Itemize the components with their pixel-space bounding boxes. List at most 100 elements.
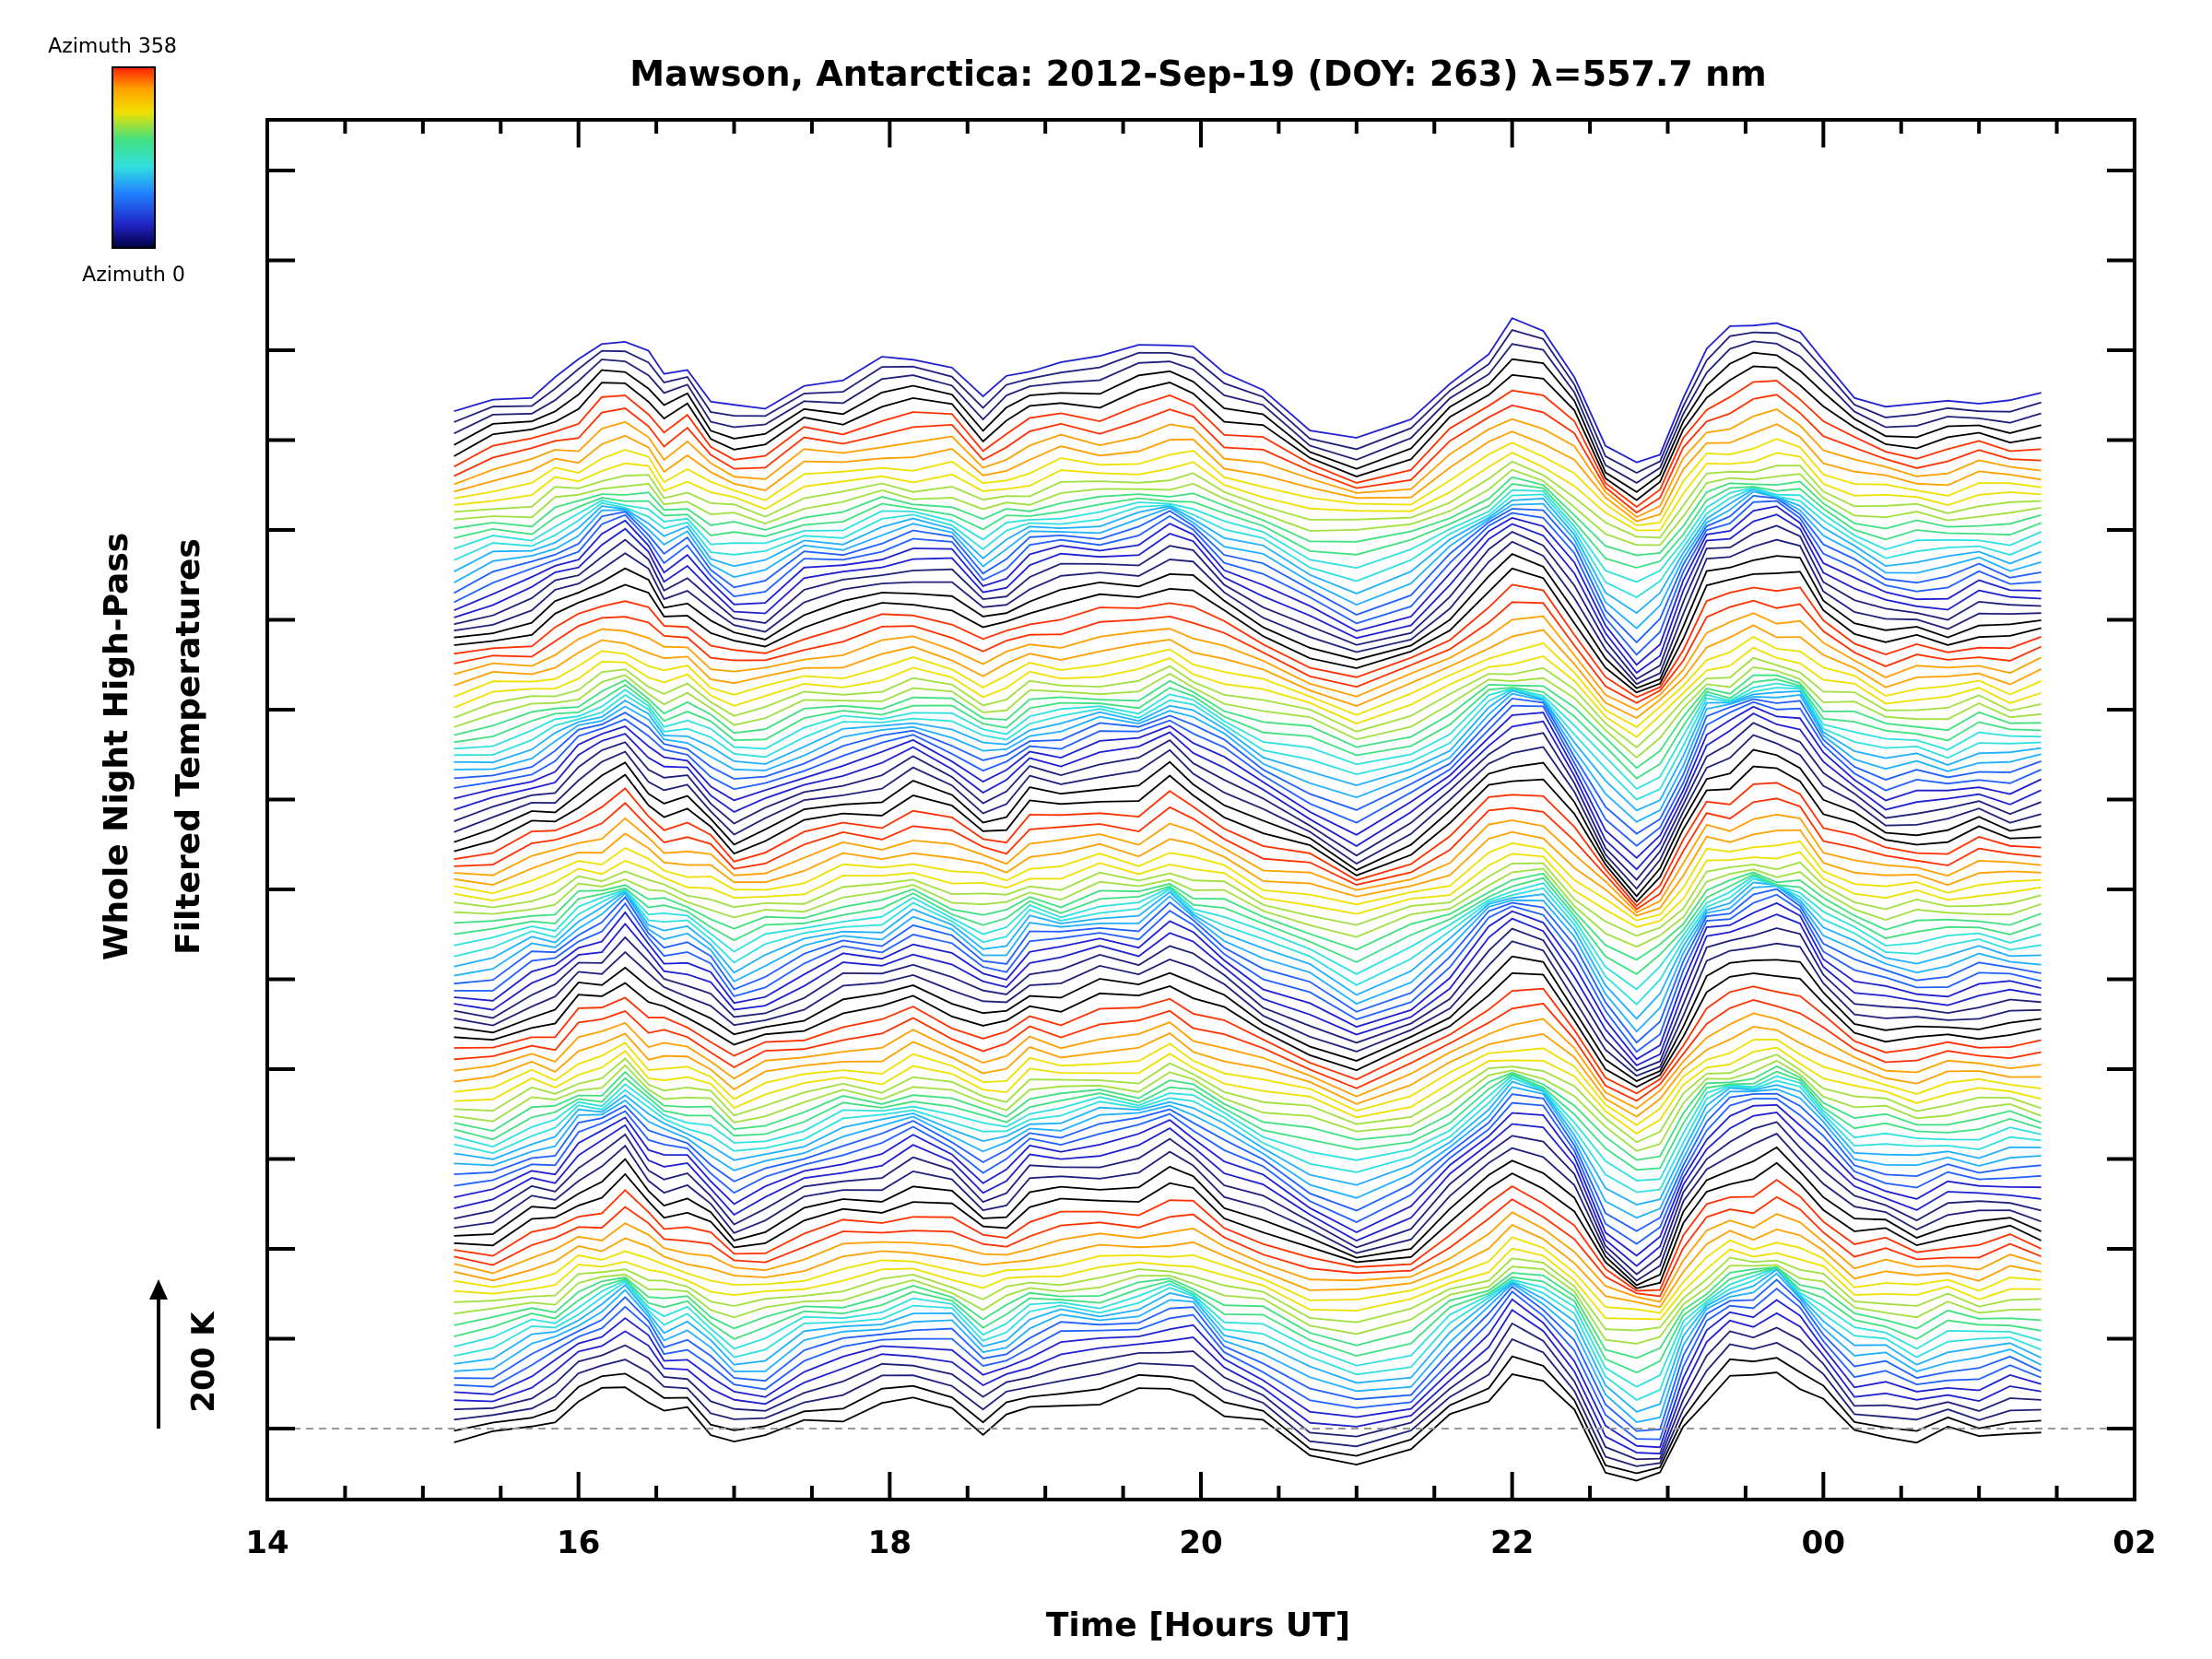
profile-line	[453, 1077, 2041, 1194]
profile-line	[453, 487, 2042, 599]
profile-line	[453, 678, 2041, 780]
profile-line	[453, 871, 2042, 961]
profile-line	[453, 460, 2041, 539]
profile-line	[453, 1268, 2042, 1413]
profile-line	[453, 408, 2041, 519]
profile-line	[453, 1046, 2041, 1135]
profile-line	[453, 913, 2041, 1067]
profile-line	[453, 1256, 2041, 1332]
profile-line	[453, 351, 2041, 493]
profile-line	[453, 748, 2041, 898]
profile-line	[453, 851, 2041, 928]
x-tick-label: 20	[1179, 1524, 1222, 1561]
profile-line	[453, 875, 2041, 991]
profile-line	[453, 1121, 2041, 1276]
profile-line	[453, 553, 2041, 689]
profile-line	[453, 635, 2042, 728]
profile-line	[453, 1266, 2041, 1374]
x-tick-label: 22	[1490, 1524, 1534, 1561]
profile-line	[453, 867, 2041, 948]
profile-line	[453, 1355, 2041, 1475]
profile-line	[453, 1236, 2041, 1314]
profile-line	[453, 940, 2041, 1077]
profile-line	[453, 452, 2041, 532]
profile-line	[453, 1038, 2041, 1126]
profile-line	[453, 1103, 2041, 1257]
colorbar	[112, 66, 156, 249]
profile-line	[453, 689, 2041, 812]
profile-line	[453, 734, 2041, 890]
profile-line	[453, 888, 2041, 1044]
chart-title: Mawson, Antarctica: 2012-Sep-19 (DOY: 26…	[629, 53, 1766, 94]
profile-line	[453, 674, 2041, 770]
profile-line	[453, 1098, 2041, 1245]
profile-line	[453, 1195, 2042, 1298]
profile-line	[453, 861, 2041, 937]
profile-line	[453, 1288, 2042, 1441]
profile-line	[453, 901, 2041, 1061]
profile-line	[453, 567, 2041, 694]
profile-line	[453, 494, 2041, 644]
profile-line	[453, 1278, 2042, 1432]
scale-arrow-head	[149, 1279, 168, 1300]
profile-lines	[453, 317, 2042, 1482]
profile-line	[453, 829, 2041, 917]
profile-line	[453, 1309, 2041, 1455]
colorbar-top-label: Azimuth 358	[48, 35, 177, 58]
profile-line	[453, 513, 2041, 675]
y-axis-label-line2: Filtered Temperatures	[170, 538, 207, 955]
profile-line	[453, 765, 2041, 903]
profile-line	[453, 1012, 2041, 1110]
profile-line	[453, 687, 2041, 801]
profile-line	[453, 1211, 2041, 1303]
profile-line	[453, 505, 2041, 666]
profile-line	[453, 1075, 2041, 1182]
profile-line	[453, 813, 2041, 913]
profile-line	[453, 468, 2041, 547]
profile-line	[453, 1092, 2041, 1232]
profile-line	[453, 955, 2041, 1083]
profile-line	[453, 665, 2041, 759]
x-axis-label: Time [Hours UT]	[1046, 1606, 1350, 1644]
profile-line	[453, 1053, 2041, 1144]
profile-line	[453, 1086, 2041, 1219]
profile-line	[453, 840, 2041, 922]
colorbar-bottom-label: Azimuth 0	[82, 264, 185, 287]
profile-line	[453, 893, 2041, 1053]
profile-line	[453, 1322, 2041, 1461]
profile-line	[453, 329, 2041, 475]
profile-line	[453, 394, 2041, 514]
profile-line	[453, 1371, 2041, 1482]
profile-line	[453, 877, 2041, 1006]
profile-line	[453, 1161, 2042, 1289]
profile-line	[453, 705, 2042, 860]
x-tick-label: 02	[2112, 1524, 2156, 1561]
profile-line	[453, 490, 2041, 629]
profile-line	[453, 487, 2042, 583]
x-tick-label: 14	[245, 1524, 288, 1561]
profile-line	[453, 700, 2042, 847]
profile-line	[453, 1247, 2041, 1321]
profile-line	[453, 317, 2041, 464]
profile-line	[453, 722, 2042, 881]
profile-line	[453, 1070, 2041, 1171]
profile-line	[453, 583, 2042, 699]
profile-line	[453, 624, 2042, 720]
scale-bar: 200 K	[149, 1279, 222, 1429]
profile-line	[453, 476, 2041, 557]
profile-line	[453, 782, 2041, 908]
profile-line	[453, 971, 2041, 1088]
profile-line	[453, 1298, 2041, 1449]
profile-line	[453, 500, 2041, 656]
profile-line	[453, 1059, 2042, 1152]
profile-line	[453, 380, 2041, 509]
x-tick-label: 18	[868, 1524, 912, 1561]
profile-line	[453, 365, 2041, 501]
profile-line	[453, 1264, 2041, 1345]
profile-line	[453, 438, 2041, 527]
profile-line	[453, 656, 2041, 748]
profile-line	[453, 524, 2041, 680]
profile-line	[453, 985, 2041, 1095]
profile-line	[453, 1272, 2042, 1423]
